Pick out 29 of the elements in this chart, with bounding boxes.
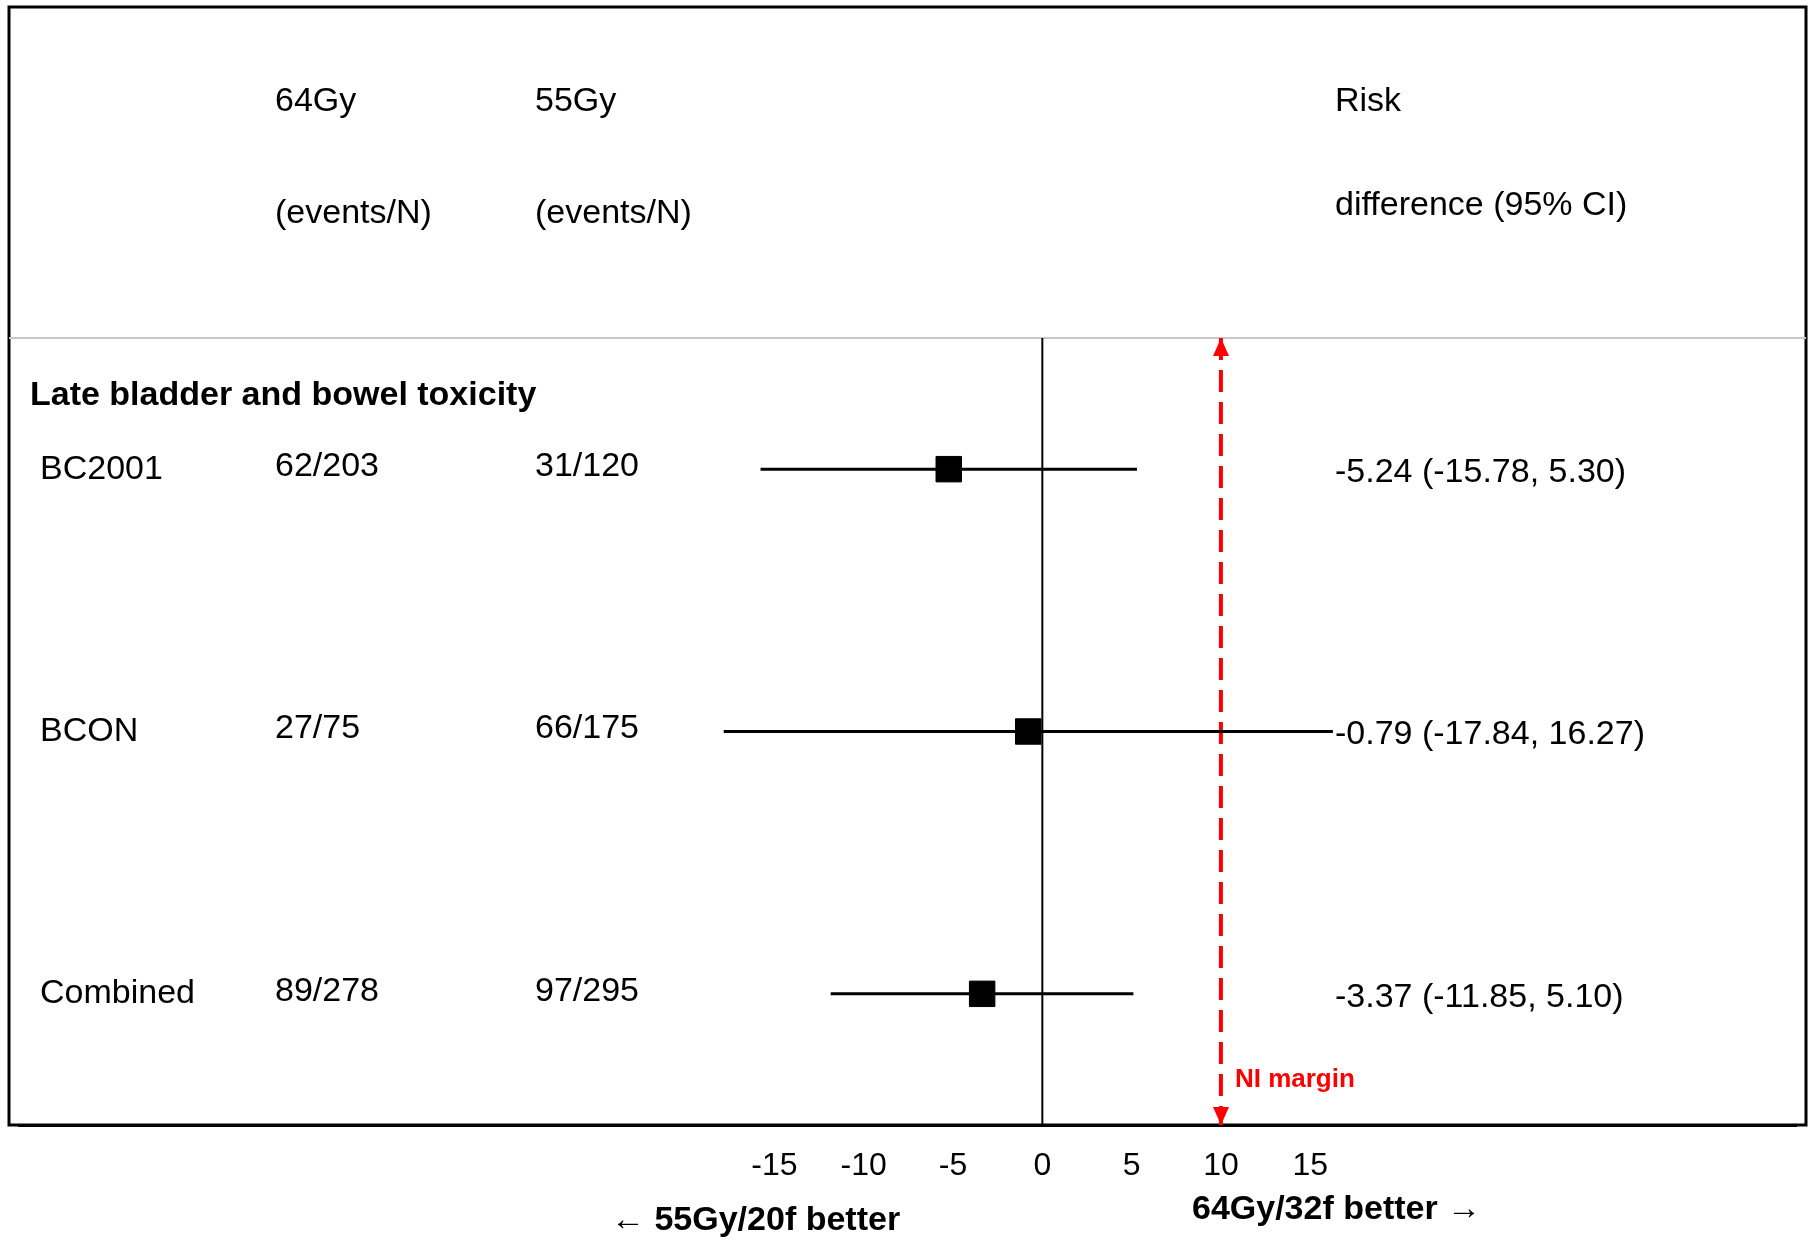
y-tick-label: BCON <box>40 709 139 748</box>
y-tick-label: BC2001 <box>40 447 163 486</box>
text: ← 55Gy/20f better <box>611 1199 901 1238</box>
y-tick-label: Combined <box>40 972 195 1011</box>
text: 55Gy <box>535 80 617 119</box>
annotation: 27/75 <box>275 707 361 746</box>
x-tick-label: -15 <box>751 1146 798 1183</box>
annotation: -5.24 (-15.78, 5.30) <box>1335 451 1627 490</box>
x-tick-label: 15 <box>1292 1146 1329 1183</box>
annotation: 97/295 <box>535 970 639 1009</box>
text: Late bladder and bowel toxicity <box>30 374 537 413</box>
x-tick-label: -10 <box>840 1146 887 1183</box>
annotation: 62/203 <box>275 445 379 484</box>
annotation: -0.79 (-17.84, 16.27) <box>1335 713 1645 752</box>
text: difference (95% CI) <box>1335 184 1628 223</box>
text: (events/N) <box>275 192 432 231</box>
x-tick-label: -5 <box>938 1146 968 1183</box>
text: Risk <box>1335 80 1403 119</box>
text: 64Gy <box>275 80 357 119</box>
text: (events/N) <box>535 192 692 231</box>
text: 64Gy/32f better → <box>1192 1188 1482 1227</box>
annotation: 31/120 <box>535 445 639 484</box>
annotation: 66/175 <box>535 707 639 746</box>
ref-line-label: NI margin <box>1234 1063 1355 1094</box>
x-tick-label: 10 <box>1203 1146 1239 1183</box>
annotation: 89/278 <box>275 970 379 1009</box>
x-tick-label: 0 <box>1033 1146 1052 1183</box>
x-tick-label: 5 <box>1122 1146 1141 1183</box>
annotation: -3.37 (-11.85, 5.10) <box>1335 976 1624 1015</box>
